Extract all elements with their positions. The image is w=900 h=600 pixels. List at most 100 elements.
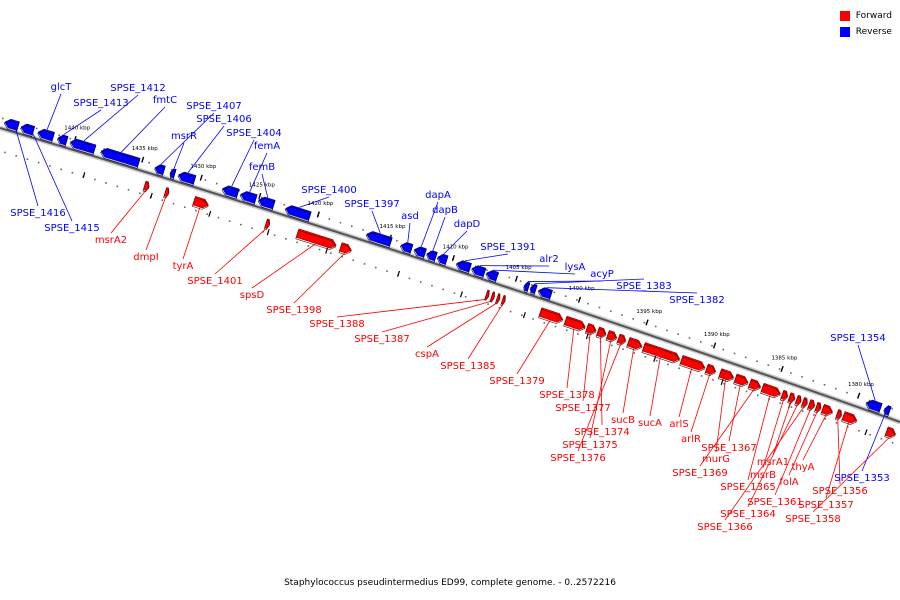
- gene-label[interactable]: SPSE_1416: [10, 208, 66, 219]
- scale-tick-label: 1385 kbp: [771, 355, 797, 361]
- gene-label[interactable]: femA: [254, 141, 280, 152]
- scale-dot: [779, 402, 782, 404]
- scale-dot: [431, 284, 433, 287]
- gene-arrow-edge: [814, 403, 821, 414]
- gene-label[interactable]: SPSE_1354: [830, 333, 886, 344]
- gene-label[interactable]: tyrA: [173, 261, 194, 272]
- gene-label[interactable]: SPSE_1365: [720, 482, 776, 493]
- gene-label[interactable]: SPSE_1353: [834, 473, 890, 484]
- gene-arrow[interactable]: [585, 323, 598, 335]
- gene-label[interactable]: femB: [249, 162, 275, 173]
- gene-label[interactable]: SPSE_1361: [747, 497, 803, 508]
- gene-label[interactable]: SPSE_1404: [226, 128, 282, 139]
- scale-tick-minor: [208, 210, 212, 217]
- scale-dot: [408, 277, 411, 280]
- gene-arrow[interactable]: [820, 403, 834, 416]
- gene-label[interactable]: msrA1: [757, 457, 789, 468]
- gene-label[interactable]: cspA: [415, 349, 439, 360]
- gene-label[interactable]: SPSE_1401: [187, 276, 243, 287]
- gene-label[interactable]: SPSE_1406: [196, 114, 252, 125]
- gene-label[interactable]: SPSE_1367: [701, 443, 757, 454]
- gene-label[interactable]: msrR: [171, 131, 197, 142]
- scale-dot: [69, 137, 72, 140]
- scale-dot: [621, 314, 623, 316]
- gene-leader-line: [371, 210, 381, 234]
- gene-arrow-edge: [177, 173, 196, 186]
- gene-label[interactable]: spsD: [240, 290, 265, 301]
- gene-label[interactable]: msrB: [750, 470, 776, 481]
- gene-arrow[interactable]: [596, 326, 608, 338]
- gene-label[interactable]: SPSE_1364: [720, 509, 776, 520]
- gene-leader-line: [46, 93, 62, 130]
- gene-label[interactable]: dmpI: [133, 252, 158, 263]
- gene-label[interactable]: SPSE_1375: [562, 440, 618, 451]
- gene-leader-line: [715, 379, 726, 453]
- gene-label[interactable]: SPSE_1377: [555, 403, 611, 414]
- gene-label[interactable]: SPSE_1412: [110, 83, 166, 94]
- gene-label[interactable]: SPSE_1391: [480, 242, 536, 253]
- gene-arrow[interactable]: [606, 330, 618, 342]
- gene-label[interactable]: SPSE_1398: [266, 305, 322, 316]
- gene-leader-line: [83, 94, 139, 142]
- gene-arrow[interactable]: [704, 363, 717, 376]
- gene-label[interactable]: SPSE_1400: [301, 185, 357, 196]
- gene-label[interactable]: folA: [779, 477, 798, 488]
- scale-tick: [645, 319, 649, 326]
- gene-label[interactable]: sucB: [611, 415, 635, 426]
- gene-label[interactable]: SPSE_1356: [812, 486, 868, 497]
- gene-label[interactable]: glcT: [51, 82, 73, 93]
- gene-label[interactable]: SPSE_1387: [354, 334, 410, 345]
- gene-label[interactable]: dapA: [425, 190, 451, 201]
- gene-label[interactable]: msrA2: [95, 235, 127, 246]
- gene-label[interactable]: alr2: [539, 254, 558, 265]
- scale-tick: [514, 275, 519, 282]
- gene-label[interactable]: SPSE_1369: [672, 468, 728, 479]
- gene-label[interactable]: sucA: [638, 418, 662, 429]
- gene-arrow-edge: [494, 294, 500, 305]
- gene-label[interactable]: SPSE_1385: [440, 361, 496, 372]
- gene-label[interactable]: SPSE_1374: [574, 427, 630, 438]
- gene-leader-line: [788, 411, 818, 476]
- gene-label[interactable]: acyP: [590, 269, 614, 280]
- gene-leader-line: [432, 216, 446, 251]
- gene-label[interactable]: dapB: [432, 205, 458, 216]
- scale-tick: [199, 174, 203, 181]
- gene-label[interactable]: SPSE_1358: [785, 514, 841, 525]
- scale-tick-label: 1415 kbp: [380, 224, 406, 230]
- gene-label[interactable]: thyA: [791, 462, 814, 473]
- scale-tick: [712, 342, 717, 349]
- gene-label[interactable]: arlR: [681, 434, 701, 445]
- gene-leader-line: [187, 125, 225, 173]
- gene-label[interactable]: arlS: [669, 419, 688, 430]
- gene-label[interactable]: fmtC: [153, 95, 177, 106]
- gene-arrow-edge: [747, 379, 761, 392]
- gene-label[interactable]: SPSE_1366: [697, 522, 753, 533]
- gene-label[interactable]: SPSE_1397: [344, 199, 400, 210]
- gene-label[interactable]: SPSE_1407: [186, 101, 242, 112]
- gene-label[interactable]: SPSE_1382: [669, 295, 725, 306]
- scale-dot: [598, 306, 601, 309]
- gene-label[interactable]: SPSE_1376: [550, 453, 606, 464]
- gene-label[interactable]: lysA: [565, 262, 586, 273]
- gene-label[interactable]: SPSE_1383: [616, 281, 672, 292]
- gene-arrow-edge: [779, 391, 788, 402]
- gene-arrow[interactable]: [884, 426, 897, 439]
- gene-label[interactable]: SPSE_1388: [309, 319, 365, 330]
- gene-label[interactable]: SPSE_1357: [798, 500, 854, 511]
- scale-dot: [94, 178, 96, 181]
- gene-arrow[interactable]: [538, 307, 564, 324]
- gene-label[interactable]: SPSE_1415: [44, 223, 100, 234]
- scale-dot: [678, 367, 680, 370]
- gene-label[interactable]: murG: [702, 454, 730, 465]
- scale-tick: [451, 254, 456, 262]
- gene-label[interactable]: SPSE_1378: [539, 390, 595, 401]
- gene-arrow[interactable]: [679, 355, 706, 372]
- gene-label[interactable]: SPSE_1379: [489, 376, 545, 387]
- gene-label[interactable]: dapD: [454, 219, 481, 230]
- gene-arrow-edge: [595, 328, 606, 339]
- gene-label[interactable]: SPSE_1413: [73, 98, 129, 109]
- scale-dot: [756, 360, 758, 363]
- gene-label[interactable]: asd: [401, 211, 419, 222]
- gene-arrow[interactable]: [616, 333, 627, 345]
- scale-dot: [240, 223, 242, 226]
